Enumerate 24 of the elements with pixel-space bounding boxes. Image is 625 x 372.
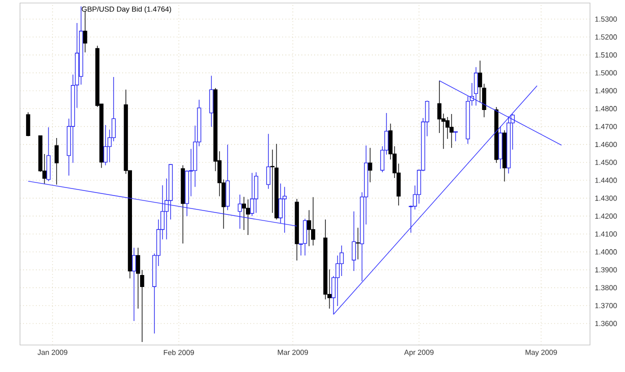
candlestick	[368, 148, 372, 183]
candlestick	[266, 134, 270, 190]
candlestick	[46, 126, 51, 182]
candlestick	[103, 124, 108, 166]
candlestick	[311, 196, 316, 246]
candlestick	[454, 131, 458, 142]
candlestick	[254, 172, 258, 214]
candlestick	[450, 114, 454, 148]
candlestick	[307, 210, 312, 246]
candlestick	[132, 247, 136, 322]
candlestick	[246, 199, 250, 236]
candlestick	[83, 10, 88, 53]
candlestick	[209, 75, 214, 128]
candlestick	[278, 183, 283, 224]
candlestick	[136, 247, 140, 309]
candlestick	[352, 211, 356, 272]
candlestick	[356, 227, 360, 260]
candlestick	[250, 172, 254, 216]
candlestick	[282, 186, 287, 234]
candlestick	[302, 218, 308, 256]
candlestick	[474, 66, 478, 106]
candlestick	[26, 112, 30, 137]
candlestick	[238, 194, 242, 230]
candlestick	[54, 138, 59, 185]
